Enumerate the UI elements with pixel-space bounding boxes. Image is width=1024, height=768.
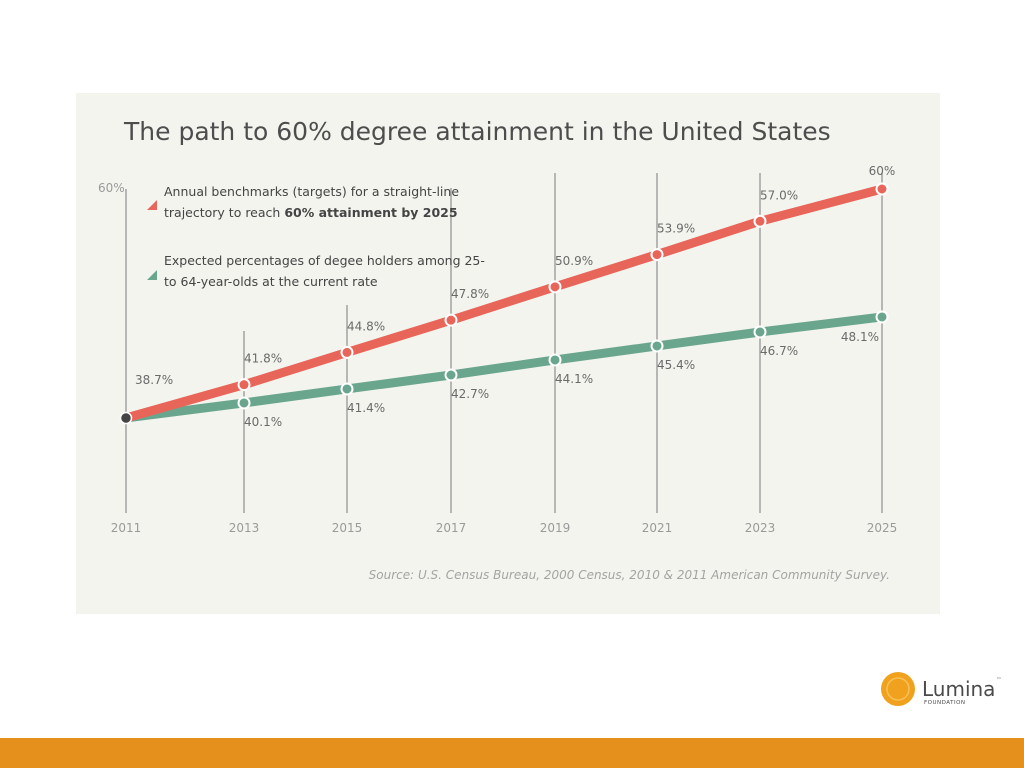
label-benchmarks-2019: 50.9%: [555, 254, 593, 268]
source-note: Source: U.S. Census Bureau, 2000 Census,…: [369, 568, 890, 582]
label-benchmarks-2021: 53.9%: [657, 222, 695, 236]
point-expected-2021: [650, 339, 664, 353]
legend-expected-line1: Expected percentages of degee holders am…: [164, 253, 485, 268]
label-benchmarks-2013: 41.8%: [244, 352, 282, 366]
point-expected-2025: [875, 310, 889, 324]
x-tick-2019: 2019: [540, 521, 571, 535]
label-expected-2025: 48.1%: [841, 330, 879, 344]
lumina-logo: Lumina™ FOUNDATION: [878, 669, 1002, 709]
label-benchmarks-2011: 38.7%: [135, 373, 173, 387]
label-expected-2021: 45.4%: [657, 358, 695, 372]
point-benchmarks-2023: [753, 214, 767, 228]
series-line-benchmarks: [121, 184, 887, 423]
point-benchmarks-2019: [548, 280, 562, 294]
logo-subtitle: FOUNDATION: [924, 700, 966, 706]
x-tick-2013: 2013: [229, 521, 260, 535]
point-benchmarks-2017: [444, 313, 458, 327]
series-line-expected: [121, 312, 887, 423]
legend-benchmarks-line2-text: trajectory to reach: [164, 205, 284, 220]
point-start-2011: [119, 411, 133, 425]
label-expected-2017: 42.7%: [451, 387, 489, 401]
label-expected-2023: 46.7%: [760, 344, 798, 358]
point-expected-2019: [548, 353, 562, 367]
x-tick-2017: 2017: [436, 521, 467, 535]
chart: The path to 60% degree attainment in the…: [98, 117, 898, 582]
legend-expected-line2: to 64-year-olds at the current rate: [164, 274, 378, 289]
label-benchmarks-2017: 47.8%: [451, 287, 489, 301]
x-tick-2021: 2021: [642, 521, 673, 535]
chart-title: The path to 60% degree attainment in the…: [123, 117, 831, 146]
legend-benchmarks-line1: Annual benchmarks (targets) for a straig…: [164, 184, 459, 199]
label-expected-2013: 40.1%: [244, 415, 282, 429]
x-tick-2015: 2015: [332, 521, 363, 535]
point-expected-2015: [340, 382, 354, 396]
x-tick-2023: 2023: [745, 521, 776, 535]
label-expected-2015: 41.4%: [347, 401, 385, 415]
footer-band: [0, 738, 1024, 768]
point-expected-2023: [753, 325, 767, 339]
label-expected-2019: 44.1%: [555, 372, 593, 386]
point-expected-2017: [444, 368, 458, 382]
logo-tm: ™: [996, 677, 1002, 683]
legend-marker-benchmarks: [147, 200, 157, 210]
label-benchmarks-2015: 44.8%: [347, 319, 385, 333]
point-benchmarks-2015: [340, 345, 354, 359]
logo-name: Lumina: [922, 677, 996, 701]
point-benchmarks-2025: [875, 182, 889, 196]
point-benchmarks-2021: [650, 248, 664, 262]
y-axis-top-label: 60%: [98, 181, 125, 195]
sun-icon: [881, 672, 915, 706]
legend-benchmarks-line2: trajectory to reach 60% attainment by 20…: [164, 205, 458, 220]
footer-band-fill: [0, 738, 1024, 768]
legend-benchmarks-bold: 60% attainment by 2025: [284, 205, 457, 220]
x-tick-2011: 2011: [111, 521, 142, 535]
label-benchmarks-2023: 57.0%: [760, 188, 798, 202]
point-expected-2013: [237, 396, 251, 410]
chart-panel: The path to 60% degree attainment in the…: [76, 93, 940, 614]
point-benchmarks-2013: [237, 378, 251, 392]
x-tick-2025: 2025: [867, 521, 898, 535]
legend-marker-expected: [147, 270, 157, 280]
label-benchmarks-2025: 60%: [869, 164, 896, 178]
